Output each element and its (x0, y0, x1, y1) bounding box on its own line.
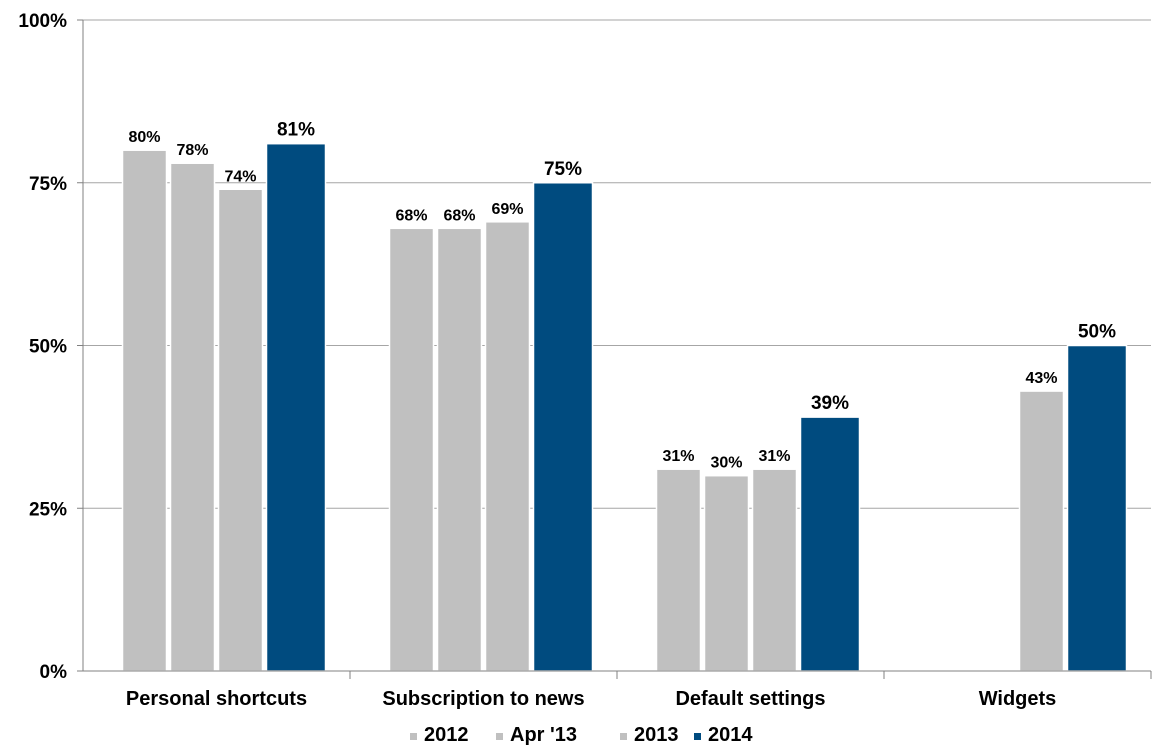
data-labels: 80% 78% 74% 81% 68% 68% 69% 75% 31% 30% 31% 39% 43% 5… (128, 120, 1116, 472)
legend-swatch (496, 733, 503, 740)
x-tick-label: Subscription to news (382, 688, 584, 710)
legend-label: Apr '13 (510, 724, 577, 746)
bar (121, 149, 168, 672)
bar (532, 182, 594, 672)
bar (655, 468, 702, 672)
data-label: 69% (491, 201, 523, 218)
bar (799, 416, 861, 672)
data-label: 75% (544, 159, 582, 180)
data-label: 78% (176, 142, 208, 159)
data-label: 43% (1025, 370, 1057, 387)
bar (484, 221, 531, 672)
bars (121, 142, 1128, 672)
legend-swatch (694, 733, 701, 740)
x-tick-label: Personal shortcuts (126, 688, 307, 710)
bar (388, 227, 435, 672)
x-tick-label: Default settings (675, 688, 825, 710)
legend-label: 2013 (634, 724, 679, 746)
legend-label: 2012 (424, 724, 469, 746)
legend-label: 2014 (708, 724, 753, 746)
bar (1018, 390, 1065, 672)
y-tick-label: 50% (29, 337, 67, 358)
data-label: 50% (1078, 322, 1116, 343)
data-label: 31% (662, 448, 694, 465)
data-label: 74% (224, 168, 256, 185)
bar (436, 227, 483, 672)
legend-swatch (620, 733, 627, 740)
data-label: 80% (128, 129, 160, 146)
data-label: 81% (277, 120, 315, 141)
data-label: 68% (395, 207, 427, 224)
bar (751, 468, 798, 672)
legend: 2012 Apr '13 2013 2014 (410, 724, 753, 746)
y-tick-label: 25% (29, 499, 67, 520)
data-label: 68% (443, 207, 475, 224)
x-axis: Personal shortcuts Subscription to news De… (83, 670, 1152, 710)
data-label: 30% (710, 455, 742, 472)
data-label: 39% (811, 393, 849, 414)
bar (265, 142, 327, 672)
x-tick-label: Widgets (979, 688, 1057, 710)
y-tick-label: 100% (18, 11, 67, 32)
bar (703, 474, 750, 672)
bar (169, 162, 216, 672)
y-axis: 0% 25% 50% 75% 100% (18, 11, 84, 683)
bar (217, 188, 264, 672)
data-label: 31% (758, 448, 790, 465)
bar (1066, 344, 1128, 672)
y-tick-label: 75% (29, 174, 67, 195)
y-tick-label: 0% (40, 662, 68, 683)
legend-swatch (410, 733, 417, 740)
